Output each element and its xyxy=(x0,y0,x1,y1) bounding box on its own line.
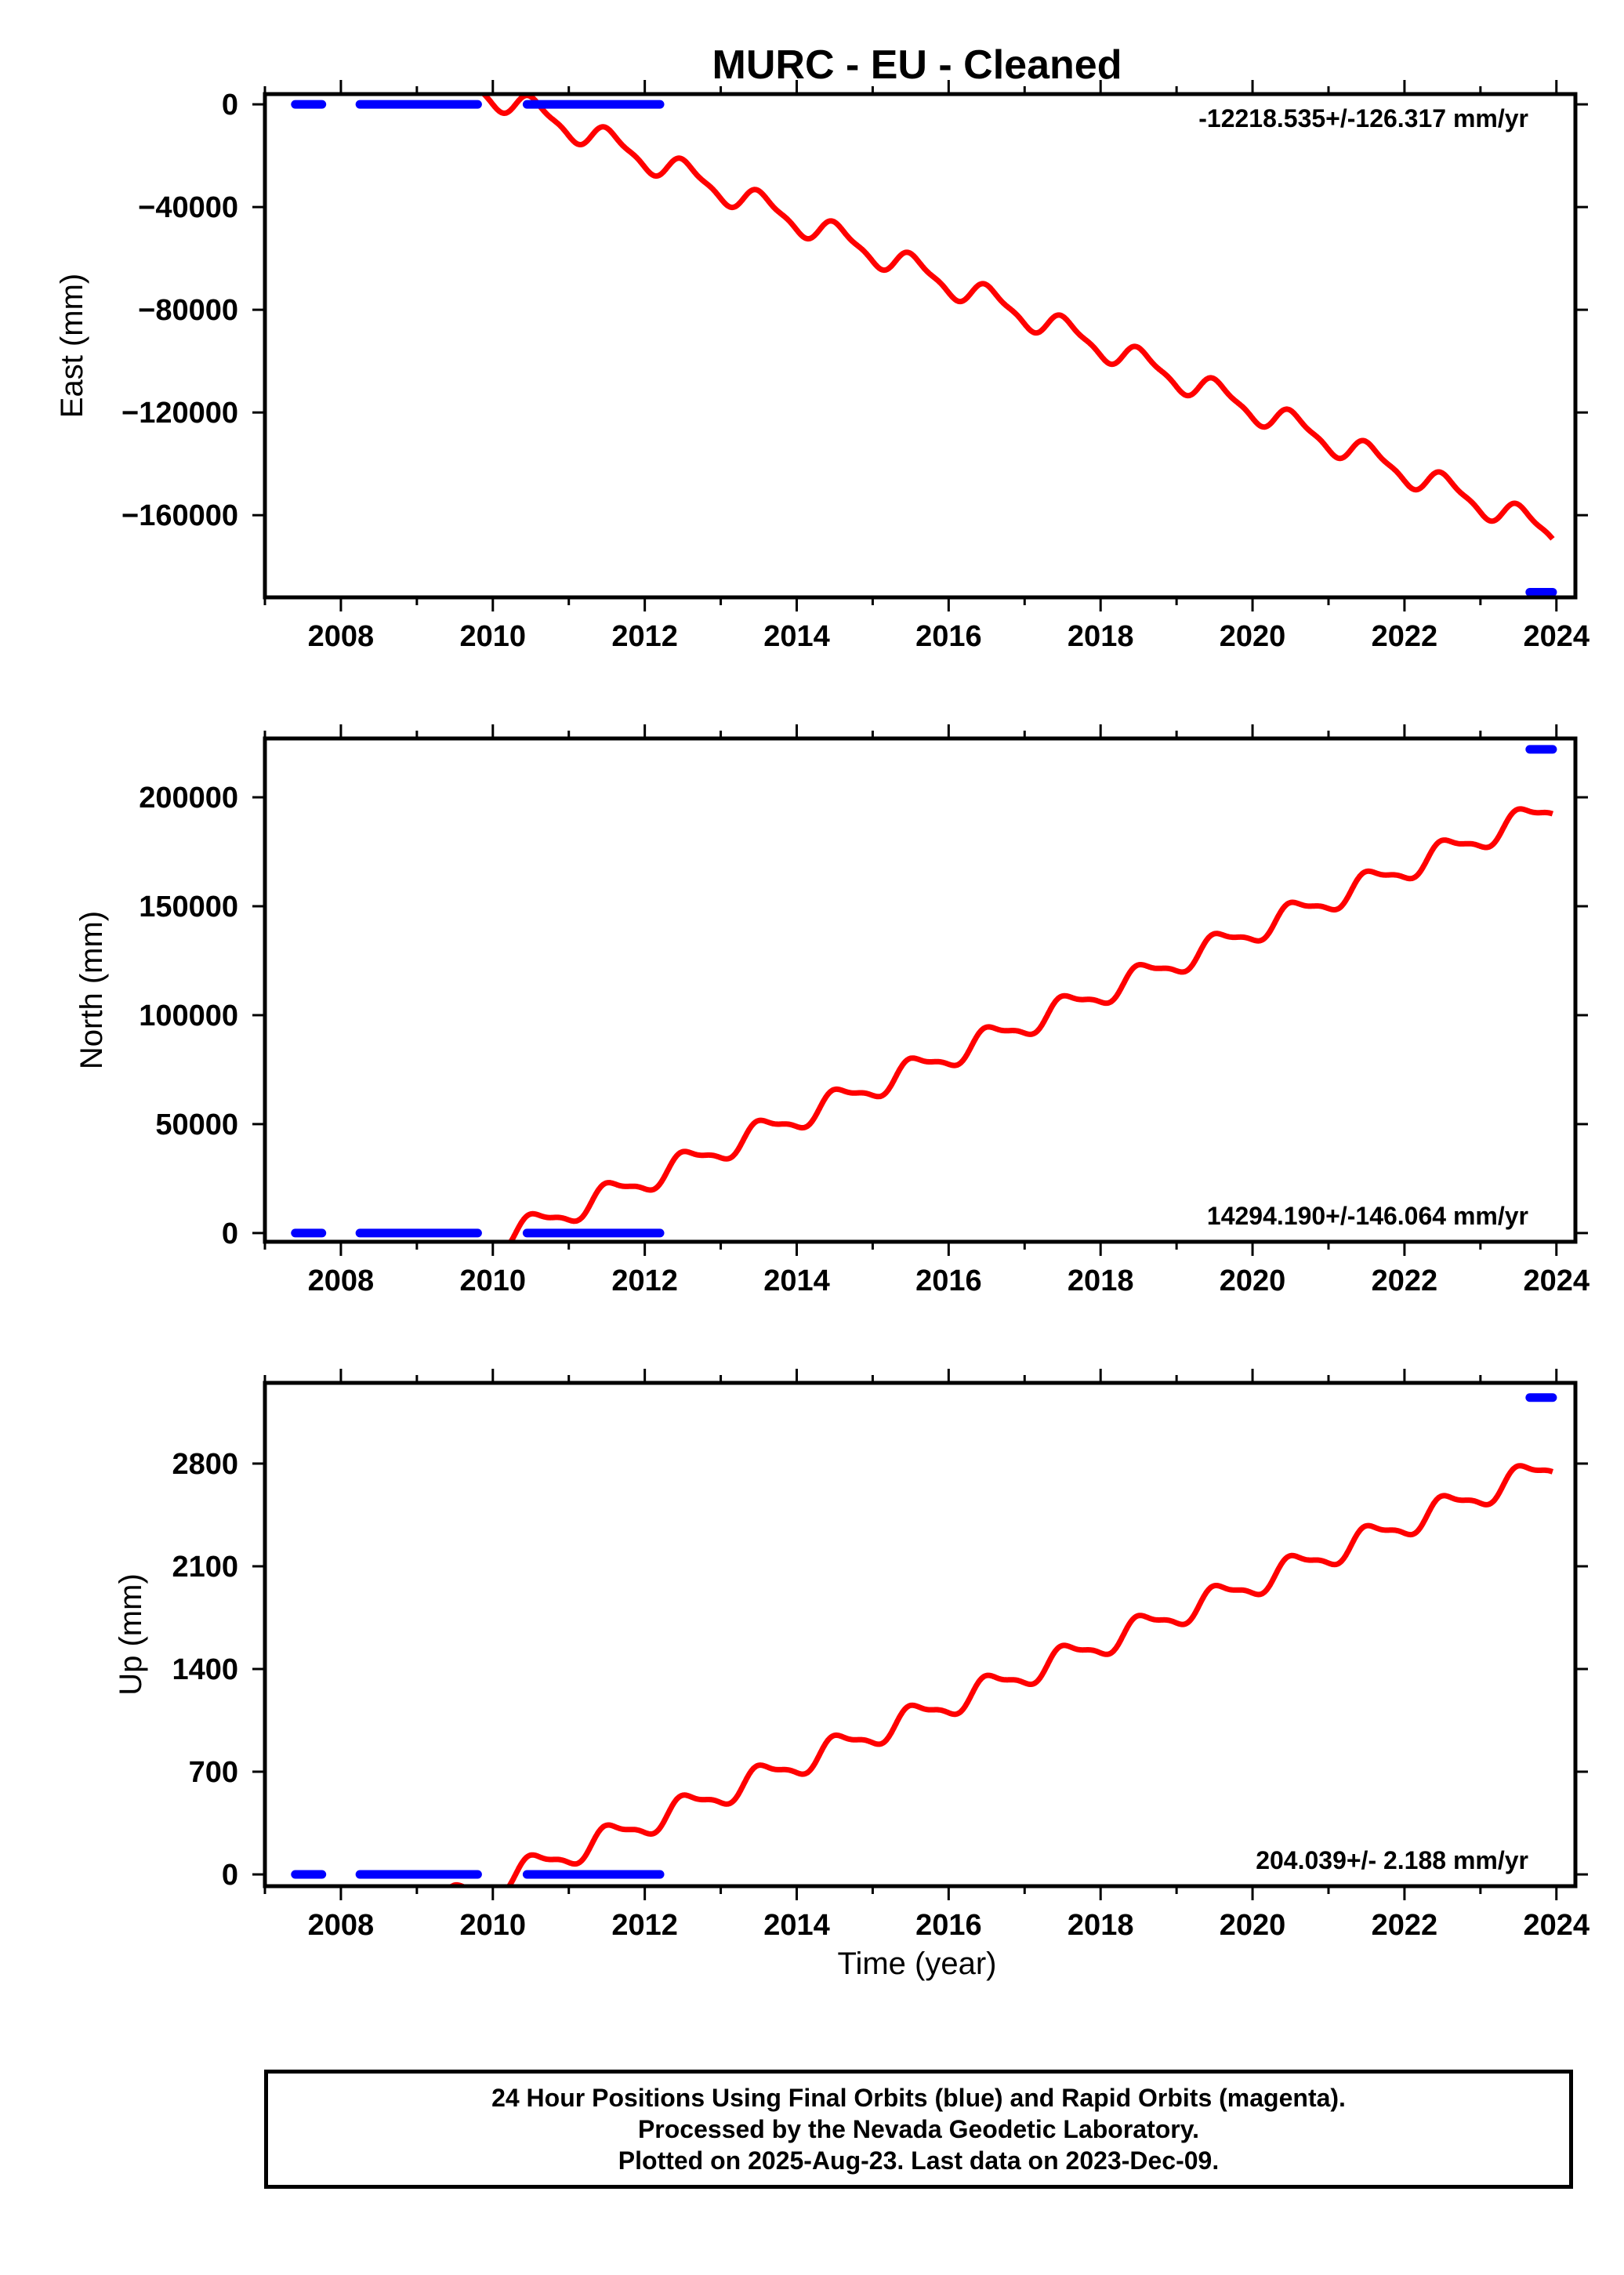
x-tick-label-up: 2008 xyxy=(308,1909,375,1942)
x-tick-label-east: 2016 xyxy=(915,620,982,653)
footer-line-2: Processed by the Nevada Geodetic Laborat… xyxy=(637,2115,1200,2143)
model-fit-line-north xyxy=(507,806,1555,1242)
x-tick-label-east: 2018 xyxy=(1068,620,1134,653)
y-tick-label-north: 50000 xyxy=(155,1108,238,1141)
x-tick-label-north: 2022 xyxy=(1372,1264,1438,1297)
x-tick-label-up: 2014 xyxy=(763,1909,830,1942)
y-tick-label-north: 100000 xyxy=(139,1000,238,1032)
x-tick-label-north: 2020 xyxy=(1220,1264,1286,1297)
plot-frame-east xyxy=(263,92,1578,600)
x-tick-label-north: 2014 xyxy=(763,1264,830,1297)
y-tick-label-up: 2100 xyxy=(172,1551,238,1584)
model-fit-line-east xyxy=(480,94,1555,541)
rate-annotation-north: 14294.190+/-146.064 mm/yr xyxy=(1207,1202,1528,1230)
y-tick-label-east: −40000 xyxy=(138,191,238,224)
x-tick-label-north: 2010 xyxy=(460,1264,527,1297)
x-tick-label-east: 2010 xyxy=(460,620,527,653)
y-tick-label-up: 2800 xyxy=(172,1448,238,1481)
y-tick-label-up: 0 xyxy=(222,1859,238,1892)
footer-box: 24 Hour Positions Using Final Orbits (bl… xyxy=(264,2070,1573,2189)
x-tick-label-north: 2018 xyxy=(1068,1264,1134,1297)
plot-frame-north xyxy=(263,736,1578,1244)
x-tick-label-up: 2018 xyxy=(1068,1909,1134,1942)
y-axis-label-up: Up (mm) xyxy=(114,1573,148,1696)
x-tick-label-east: 2012 xyxy=(611,620,678,653)
x-tick-label-up: 2020 xyxy=(1220,1909,1286,1942)
x-tick-label-up: 2010 xyxy=(460,1909,527,1942)
rate-annotation-up: 204.039+/- 2.188 mm/yr xyxy=(1256,1846,1528,1874)
x-tick-label-east: 2024 xyxy=(1523,620,1590,653)
plot-frame-up xyxy=(263,1381,1578,1889)
x-axis-label: Time (year) xyxy=(838,1947,997,1981)
y-tick-label-north: 0 xyxy=(222,1217,238,1250)
panel-up: 2008 2010 2012 2014 2016 2018 2020 2022 2024 0 700… xyxy=(114,1369,1590,1942)
y-tick-label-north: 200000 xyxy=(139,782,238,815)
x-tick-label-east: 2014 xyxy=(763,620,830,653)
panels: 2008 2010 2012 2014 2016 2018 2020 2022 2024 0 −40… xyxy=(55,80,1590,1942)
x-tick-label-east: 2020 xyxy=(1220,620,1286,653)
x-tick-label-north: 2024 xyxy=(1523,1264,1590,1297)
x-tick-label-up: 2012 xyxy=(611,1909,678,1942)
y-tick-label-north: 150000 xyxy=(139,891,238,923)
y-tick-label-east: −160000 xyxy=(121,499,238,532)
x-tick-label-up: 2022 xyxy=(1372,1909,1438,1942)
rate-annotation-east: -12218.535+/-126.317 mm/yr xyxy=(1198,104,1528,132)
x-tick-label-north: 2012 xyxy=(611,1264,678,1297)
x-tick-label-up: 2016 xyxy=(915,1909,982,1942)
x-tick-label-north: 2016 xyxy=(915,1264,982,1297)
y-axis-label-north: North (mm) xyxy=(74,911,109,1069)
model-fit-line-up xyxy=(448,1463,1555,1886)
x-tick-label-north: 2008 xyxy=(308,1264,375,1297)
panel-east: 2008 2010 2012 2014 2016 2018 2020 2022 2024 0 −40… xyxy=(55,80,1590,653)
x-tick-label-east: 2022 xyxy=(1372,620,1438,653)
x-tick-label-up: 2024 xyxy=(1523,1909,1590,1942)
y-tick-label-east: −120000 xyxy=(121,397,238,430)
footer-line-3: Plotted on 2025-Aug-23. Last data on 202… xyxy=(618,2146,1220,2175)
y-tick-label-east: 0 xyxy=(222,89,238,122)
y-tick-label-up: 700 xyxy=(189,1756,238,1789)
x-tick-label-east: 2008 xyxy=(308,620,375,653)
y-tick-label-east: −80000 xyxy=(138,294,238,327)
chart-title: MURC - EU - Cleaned xyxy=(712,42,1122,88)
y-tick-label-up: 1400 xyxy=(172,1653,238,1686)
footer-line-1: 24 Hour Positions Using Final Orbits (bl… xyxy=(491,2084,1346,2112)
y-axis-label-east: East (mm) xyxy=(55,274,89,418)
panel-north: 2008 2010 2012 2014 2016 2018 2020 2022 2024 0 500… xyxy=(74,724,1590,1297)
